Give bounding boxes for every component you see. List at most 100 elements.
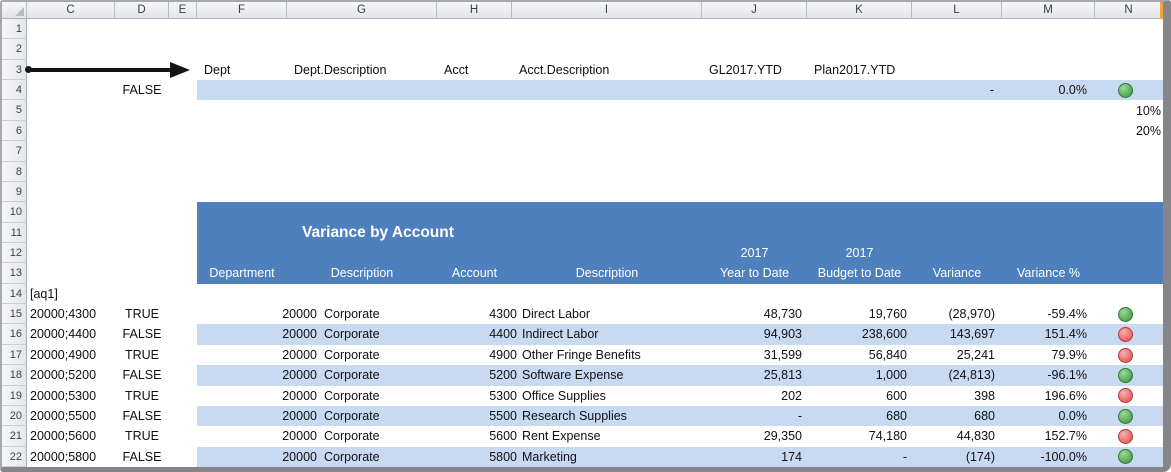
r16-flag-cell[interactable]: FALSE bbox=[122, 327, 162, 342]
row-header-4[interactable]: 4 bbox=[2, 80, 27, 101]
field-header-acct-cell[interactable]: Acct bbox=[444, 62, 469, 77]
row-header-22[interactable]: 22 bbox=[2, 446, 27, 467]
r19-dept_desc-cell[interactable]: Corporate bbox=[324, 388, 380, 403]
header-year-to-date-cell[interactable]: Year to Date bbox=[719, 266, 790, 281]
r18-budget-cell[interactable]: 1,000 bbox=[875, 368, 907, 383]
r15-acct_desc-cell[interactable]: Direct Labor bbox=[522, 307, 591, 322]
r22-key-cell[interactable]: 20000;5800 bbox=[30, 449, 97, 464]
r20-flag-cell[interactable]: FALSE bbox=[122, 408, 162, 423]
column-header-E[interactable]: E bbox=[169, 2, 197, 19]
r18-key-cell[interactable]: 20000;5200 bbox=[30, 368, 97, 383]
r21-key-cell[interactable]: 20000;5600 bbox=[30, 429, 97, 444]
r21-variance-cell[interactable]: 44,830 bbox=[956, 429, 995, 444]
r17-variance_pct-cell[interactable]: 79.9% bbox=[1051, 347, 1087, 362]
column-header-M[interactable]: M bbox=[1002, 2, 1095, 19]
row-header-8[interactable]: 8 bbox=[2, 161, 27, 182]
row-header-17[interactable]: 17 bbox=[2, 344, 27, 366]
row-header-19[interactable]: 19 bbox=[2, 385, 27, 406]
row-header-14[interactable]: 14 bbox=[2, 283, 27, 305]
r19-acct-cell[interactable]: 5300 bbox=[489, 388, 517, 403]
column-header-G[interactable]: G bbox=[287, 2, 437, 19]
row-header-1[interactable]: 1 bbox=[2, 19, 27, 40]
row-header-21[interactable]: 21 bbox=[2, 426, 27, 447]
row-header-15[interactable]: 15 bbox=[2, 304, 27, 325]
header-acct-description-cell[interactable]: Description bbox=[575, 266, 639, 281]
r15-flag-cell[interactable]: TRUE bbox=[124, 307, 160, 322]
row-header-13[interactable]: 13 bbox=[2, 263, 27, 284]
r15-acct-cell[interactable]: 4300 bbox=[489, 307, 517, 322]
r22-acct-cell[interactable]: 5800 bbox=[489, 449, 517, 464]
r22-acct_desc-cell[interactable]: Marketing bbox=[522, 449, 577, 464]
column-header-L[interactable]: L bbox=[912, 2, 1002, 19]
r15-variance-cell[interactable]: (28,970) bbox=[948, 307, 995, 322]
r21-variance_pct-cell[interactable]: 152.7% bbox=[1044, 429, 1087, 444]
field-header-dept-description-cell[interactable]: Dept.Description bbox=[294, 62, 387, 77]
column-header-I[interactable]: I bbox=[512, 2, 702, 19]
row-header-7[interactable]: 7 bbox=[2, 141, 27, 162]
row-header-18[interactable]: 18 bbox=[2, 365, 27, 386]
header-variance-cell[interactable]: Variance bbox=[932, 266, 982, 281]
r15-budget-cell[interactable]: 19,760 bbox=[868, 307, 907, 322]
column-header-D[interactable]: D bbox=[115, 2, 169, 19]
r20-acct_desc-cell[interactable]: Research Supplies bbox=[522, 408, 627, 423]
header-budget-to-date-cell[interactable]: Budget to Date bbox=[817, 266, 902, 281]
r18-acct-cell[interactable]: 5200 bbox=[489, 368, 517, 383]
r16-dept-cell[interactable]: 20000 bbox=[282, 327, 317, 342]
column-header-N[interactable]: N bbox=[1095, 2, 1163, 19]
r17-dept_desc-cell[interactable]: Corporate bbox=[324, 347, 380, 362]
r16-dept_desc-cell[interactable]: Corporate bbox=[324, 327, 380, 342]
field-header-plan-ytd-cell[interactable]: Plan2017.YTD bbox=[814, 62, 896, 77]
r21-flag-cell[interactable]: TRUE bbox=[124, 429, 160, 444]
r21-dept-cell[interactable]: 20000 bbox=[282, 429, 317, 444]
r18-variance_pct-cell[interactable]: -96.1% bbox=[1047, 368, 1087, 383]
r22-budget-cell[interactable]: - bbox=[902, 449, 907, 464]
field-header-dept-cell[interactable]: Dept bbox=[204, 62, 231, 77]
column-header-C[interactable]: C bbox=[27, 2, 115, 19]
r18-dept-cell[interactable]: 20000 bbox=[282, 368, 317, 383]
r19-flag-cell[interactable]: TRUE bbox=[124, 388, 160, 403]
r19-acct_desc-cell[interactable]: Office Supplies bbox=[522, 388, 606, 403]
row-header-11[interactable]: 11 bbox=[2, 222, 27, 243]
column-header-J[interactable]: J bbox=[702, 2, 807, 19]
r22-dept_desc-cell[interactable]: Corporate bbox=[324, 449, 380, 464]
row-header-12[interactable]: 12 bbox=[2, 242, 27, 264]
row-header-6[interactable]: 6 bbox=[2, 120, 27, 142]
r19-variance_pct-cell[interactable]: 196.6% bbox=[1044, 388, 1087, 403]
r20-acct-cell[interactable]: 5500 bbox=[489, 408, 517, 423]
r19-key-cell[interactable]: 20000;5300 bbox=[30, 388, 97, 403]
row-header-3[interactable]: 3 bbox=[2, 59, 27, 81]
r22-ytd-cell[interactable]: 174 bbox=[781, 449, 802, 464]
column-header-H[interactable]: H bbox=[437, 2, 512, 19]
r15-dept-cell[interactable]: 20000 bbox=[282, 307, 317, 322]
r21-acct-cell[interactable]: 5600 bbox=[489, 429, 517, 444]
r18-flag-cell[interactable]: FALSE bbox=[122, 368, 162, 383]
row-header-5[interactable]: 5 bbox=[2, 100, 27, 121]
r15-variance_pct-cell[interactable]: -59.4% bbox=[1047, 307, 1087, 322]
r22-variance-cell[interactable]: (174) bbox=[965, 449, 995, 464]
r19-variance-cell[interactable]: 398 bbox=[974, 388, 995, 403]
r17-key-cell[interactable]: 20000;4900 bbox=[30, 347, 97, 362]
r21-budget-cell[interactable]: 74,180 bbox=[868, 429, 907, 444]
r20-key-cell[interactable]: 20000;5500 bbox=[30, 408, 97, 423]
r19-budget-cell[interactable]: 600 bbox=[886, 388, 907, 403]
header-dept-description-cell[interactable]: Description bbox=[330, 266, 394, 281]
r17-flag-cell[interactable]: TRUE bbox=[124, 347, 160, 362]
r22-flag-cell[interactable]: FALSE bbox=[122, 449, 162, 464]
r16-budget-cell[interactable]: 238,600 bbox=[861, 327, 907, 342]
r20-dept-cell[interactable]: 20000 bbox=[282, 408, 317, 423]
r17-ytd-cell[interactable]: 31,599 bbox=[763, 347, 802, 362]
r21-dept_desc-cell[interactable]: Corporate bbox=[324, 429, 380, 444]
r15-dept_desc-cell[interactable]: Corporate bbox=[324, 307, 380, 322]
r15-ytd-cell[interactable]: 48,730 bbox=[763, 307, 802, 322]
row-header-20[interactable]: 20 bbox=[2, 405, 27, 427]
r19-ytd-cell[interactable]: 202 bbox=[781, 388, 802, 403]
row-header-2[interactable]: 2 bbox=[2, 39, 27, 60]
r20-budget-cell[interactable]: 680 bbox=[886, 408, 907, 423]
column-header-K[interactable]: K bbox=[807, 2, 912, 19]
header-department-cell[interactable]: Department bbox=[209, 266, 275, 281]
row-header-16[interactable]: 16 bbox=[2, 324, 27, 345]
field-header-gl-ytd-cell[interactable]: GL2017.YTD bbox=[709, 62, 782, 77]
r16-variance_pct-cell[interactable]: 151.4% bbox=[1044, 327, 1087, 342]
header-ytd-year-cell[interactable]: 2017 bbox=[740, 246, 769, 260]
r22-dept-cell[interactable]: 20000 bbox=[282, 449, 317, 464]
